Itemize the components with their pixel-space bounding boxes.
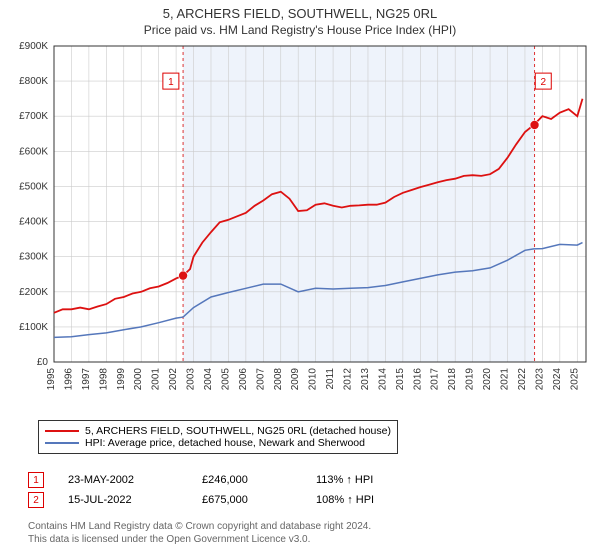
svg-text:1998: 1998 [98, 368, 109, 391]
svg-text:2002: 2002 [168, 368, 179, 391]
marker-dot-1 [179, 271, 188, 280]
legend-swatch [45, 442, 79, 444]
svg-text:2004: 2004 [203, 368, 214, 391]
svg-text:£400K: £400K [19, 217, 48, 228]
transaction-date: 23-MAY-2002 [68, 474, 178, 486]
svg-text:£800K: £800K [19, 76, 48, 87]
svg-text:1999: 1999 [116, 368, 127, 391]
svg-text:2019: 2019 [465, 368, 476, 391]
svg-text:£300K: £300K [19, 252, 48, 263]
svg-text:£100K: £100K [19, 322, 48, 333]
svg-text:1997: 1997 [81, 368, 92, 391]
transaction-row: 2 15-JUL-2022 £675,000 108% ↑ HPI [28, 492, 374, 508]
legend-label: HPI: Average price, detached house, Newa… [85, 437, 365, 449]
svg-text:2001: 2001 [151, 368, 162, 391]
marker-dot-2 [530, 121, 539, 130]
svg-text:2011: 2011 [325, 368, 336, 390]
transaction-row: 1 23-MAY-2002 £246,000 113% ↑ HPI [28, 472, 374, 488]
legend-label: 5, ARCHERS FIELD, SOUTHWELL, NG25 0RL (d… [85, 425, 391, 437]
svg-text:£0: £0 [37, 357, 49, 368]
svg-text:£600K: £600K [19, 146, 48, 157]
svg-text:2025: 2025 [569, 368, 580, 391]
svg-text:2009: 2009 [290, 368, 301, 391]
svg-text:2018: 2018 [447, 368, 458, 391]
svg-text:2: 2 [540, 77, 546, 88]
svg-text:1996: 1996 [63, 368, 74, 391]
legend: 5, ARCHERS FIELD, SOUTHWELL, NG25 0RL (d… [38, 420, 398, 454]
svg-text:£200K: £200K [19, 287, 48, 298]
transaction-marker-icon: 2 [28, 492, 44, 508]
svg-text:2006: 2006 [238, 368, 249, 391]
svg-text:2008: 2008 [273, 368, 284, 391]
chart-area: £0 £100K £200K £300K £400K £500K £600K £700K £80… [0, 42, 600, 410]
chart-title-2: Price paid vs. HM Land Registry's House … [0, 23, 600, 37]
svg-text:2022: 2022 [517, 368, 528, 391]
svg-text:2023: 2023 [534, 368, 545, 391]
svg-text:2017: 2017 [430, 368, 441, 391]
svg-text:2015: 2015 [395, 368, 406, 391]
svg-text:2007: 2007 [255, 368, 266, 391]
transaction-date: 15-JUL-2022 [68, 494, 178, 506]
transaction-marker-icon: 1 [28, 472, 44, 488]
svg-text:2016: 2016 [412, 368, 423, 391]
svg-text:2014: 2014 [377, 368, 388, 391]
legend-row: HPI: Average price, detached house, Newa… [45, 437, 391, 449]
svg-text:2010: 2010 [308, 368, 319, 391]
svg-text:1: 1 [168, 77, 174, 88]
svg-text:2000: 2000 [133, 368, 144, 391]
svg-text:2005: 2005 [220, 368, 231, 391]
footer-line-2: This data is licensed under the Open Gov… [28, 533, 371, 546]
svg-text:2013: 2013 [360, 368, 371, 391]
legend-swatch [45, 430, 79, 432]
svg-text:2003: 2003 [186, 368, 197, 391]
svg-text:2024: 2024 [552, 368, 563, 391]
transactions-table: 1 23-MAY-2002 £246,000 113% ↑ HPI 2 15-JUL-20… [28, 468, 374, 508]
svg-text:£900K: £900K [19, 42, 48, 52]
svg-text:1995: 1995 [46, 368, 57, 391]
svg-text:£700K: £700K [19, 111, 48, 122]
transaction-pct: 108% ↑ HPI [316, 494, 374, 506]
svg-text:£500K: £500K [19, 181, 48, 192]
line-chart-svg: £0 £100K £200K £300K £400K £500K £600K £700K £80… [0, 42, 600, 410]
svg-text:2012: 2012 [343, 368, 354, 391]
footer-line-1: Contains HM Land Registry data © Crown c… [28, 520, 371, 533]
chart-title-1: 5, ARCHERS FIELD, SOUTHWELL, NG25 0RL [0, 6, 600, 21]
svg-text:2021: 2021 [500, 368, 511, 391]
transaction-pct: 113% ↑ HPI [316, 474, 373, 486]
legend-row: 5, ARCHERS FIELD, SOUTHWELL, NG25 0RL (d… [45, 425, 391, 437]
transaction-price: £675,000 [202, 494, 292, 506]
transaction-price: £246,000 [202, 474, 292, 486]
svg-text:2020: 2020 [482, 368, 493, 391]
footer-attribution: Contains HM Land Registry data © Crown c… [28, 520, 371, 546]
